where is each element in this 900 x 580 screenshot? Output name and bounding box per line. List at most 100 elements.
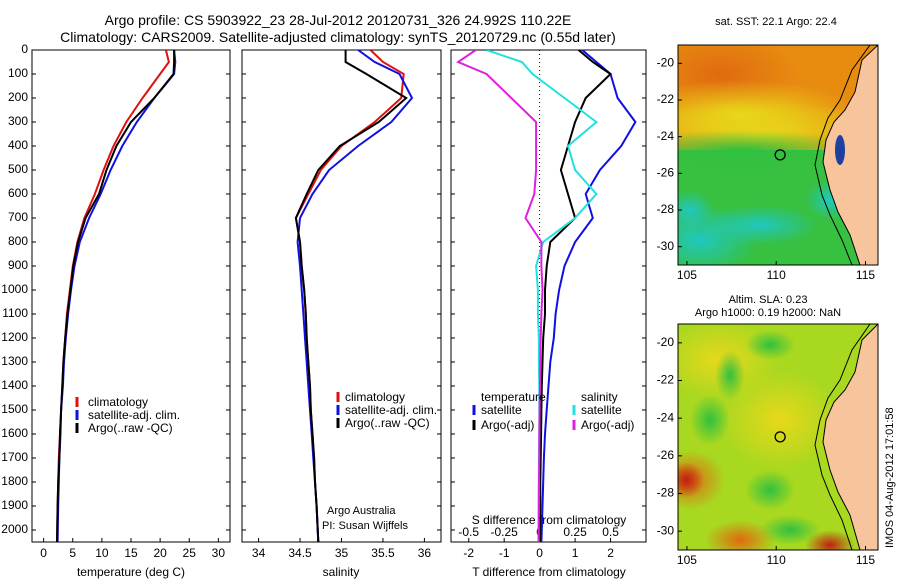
depth-tick-label: 1400 [1,378,28,392]
sla-lat-tick-label: -22 [657,373,675,387]
sla-lon-tick-label: 105 [677,553,697,567]
depth-tick-label: 1500 [1,402,28,416]
sla-isobath [814,324,871,550]
sst-lat-tick-label: -20 [657,56,675,70]
depth-tick-label: 1600 [1,426,28,440]
salinity-x-tick-label: 34 [252,546,266,560]
sst-lat-tick-label: -30 [657,239,675,253]
salinity-legend-argo: Argo(..raw -QC) [345,416,430,430]
difference-top-label: S difference from climatology [472,513,627,527]
sdiff-tick-label: 0.5 [602,525,619,539]
depth-tick-label: 1800 [1,474,28,488]
depth-tick-label: 700 [8,210,28,224]
temperature-legend: climatology satellite-adj. clim. Argo(..… [75,395,180,435]
salinity-x-tick-label: 35 [335,546,349,560]
difference-x-tick-label: 1 [572,546,579,560]
sst-map: sat. SST: 22.1 Argo: 22.4 105 110 115 -30 -2… [657,16,879,282]
sdiff-tick-label: -0.5 [458,525,479,539]
difference-x-label: T difference from climatology [472,565,626,579]
difference-x-tick-label: 2 [607,546,614,560]
salinity-x-label: salinity [323,565,360,579]
temperature-series-2 [56,50,176,542]
sla-field [678,324,878,550]
difference-x-tick-label: 0 [536,546,543,560]
sdiff-tick-label: 0.25 [563,525,587,539]
sla-lat-tick-label: -26 [657,448,675,462]
sst-map-frame [677,44,879,266]
difference-legend: temperature satellite Argo(-adj) salinit… [472,390,634,432]
sst-lat-tick-label: -24 [657,129,675,143]
depth-tick-label: 1000 [1,282,28,296]
depth-tick-label: 1900 [1,498,28,512]
difference-legend-t-argo: Argo(-adj) [481,418,534,432]
difference-x-tick-label: -1 [499,546,510,560]
difference-series-0 [540,50,637,542]
sst-land [822,45,878,265]
temperature-legend-climatology: climatology [88,395,148,409]
salinity-legend-climatology: climatology [345,390,405,404]
temperature-x-tick-label: 10 [95,546,109,560]
sla-map-title-line1: Altim. SLA: 0.23 [729,294,808,306]
depth-tick-label: 1300 [1,354,28,368]
sla-lat-tick-label: -24 [657,410,675,424]
depth-tick-label: 900 [8,258,28,272]
depth-tick-label: 2000 [1,522,28,536]
sla-lon-tick-label: 115 [856,553,875,567]
sst-isobath [814,45,871,265]
depth-tick-label: 0 [21,42,28,56]
sst-lat-tick-label: -22 [657,92,675,106]
depth-tick-label: 600 [8,186,28,200]
salinity-x-tick-label: 35.5 [371,546,395,560]
salinity-series-2 [294,50,408,542]
difference-series-3 [456,50,544,542]
difference-legend-t-satellite: satellite [481,403,522,417]
depth-tick-label: 400 [8,138,28,152]
sla-lat-tick-label: -20 [657,335,675,349]
sla-map-frame [677,323,879,551]
depth-tick-label: 800 [8,234,28,248]
sst-lat-tick-label: -28 [657,202,675,216]
temperature-x-tick-label: 30 [212,546,226,560]
sdiff-tick-label: -0.25 [491,525,519,539]
salinity-panel: 34 34.5 35 35.5 36 salinity climatology sate… [241,49,442,579]
sla-lat-tick-label: -30 [657,523,675,537]
temperature-panel: 0 5 10 15 20 25 300100200300400500600700800900… [1,42,231,579]
difference-x-tick-label: -2 [463,546,474,560]
difference-plot-frame [450,49,647,543]
credit-line2: PI: Susan Wijffels [322,520,408,532]
difference-legend-s-argo: Argo(-adj) [581,418,634,432]
depth-tick-label: 100 [8,66,28,80]
depth-tick-label: 300 [8,114,28,128]
sst-map-title: sat. SST: 22.1 Argo: 22.4 [715,16,837,28]
difference-panel: -2 -1 0 1 2-0.5 -0.25 0 0.25 0.5 T difference fr… [450,49,647,579]
sla-lon-tick-label: 110 [767,553,786,567]
temperature-legend-argo: Argo(..raw -QC) [88,421,173,435]
depth-tick-label: 500 [8,162,28,176]
depth-tick-label: 1700 [1,450,28,464]
sst-lon-tick-label: 105 [677,268,697,282]
difference-legend-temperature: temperature [481,390,546,404]
credit-line1: Argo Australia [327,505,396,517]
temperature-x-tick-label: 20 [153,546,167,560]
depth-tick-label: 1100 [2,306,28,320]
salinity-x-tick-label: 36 [418,546,432,560]
temperature-x-label: temperature (deg C) [77,565,185,579]
sst-lon-tick-label: 110 [767,268,786,282]
difference-legend-salinity: salinity [581,390,618,404]
salinity-legend-satellite: satellite-adj. clim. [345,403,437,417]
salinity-plot-frame [241,49,442,543]
difference-legend-s-satellite: satellite [581,403,622,417]
sst-lon-tick-label: 115 [856,268,875,282]
depth-tick-label: 1200 [1,330,28,344]
sst-field [678,45,878,265]
sla-argo-position-marker [774,431,786,443]
temperature-x-tick-label: 25 [183,546,197,560]
temperature-x-tick-label: 5 [69,546,76,560]
sla-lat-tick-label: -28 [657,486,675,500]
salinity-x-tick-label: 34.5 [288,546,312,560]
figure-title-line2: Climatology: CARS2009. Satellite-adjuste… [60,29,616,45]
temperature-legend-satellite: satellite-adj. clim. [88,408,180,422]
temperature-x-tick-label: 0 [40,546,47,560]
sst-lat-tick-label: -26 [657,166,675,180]
